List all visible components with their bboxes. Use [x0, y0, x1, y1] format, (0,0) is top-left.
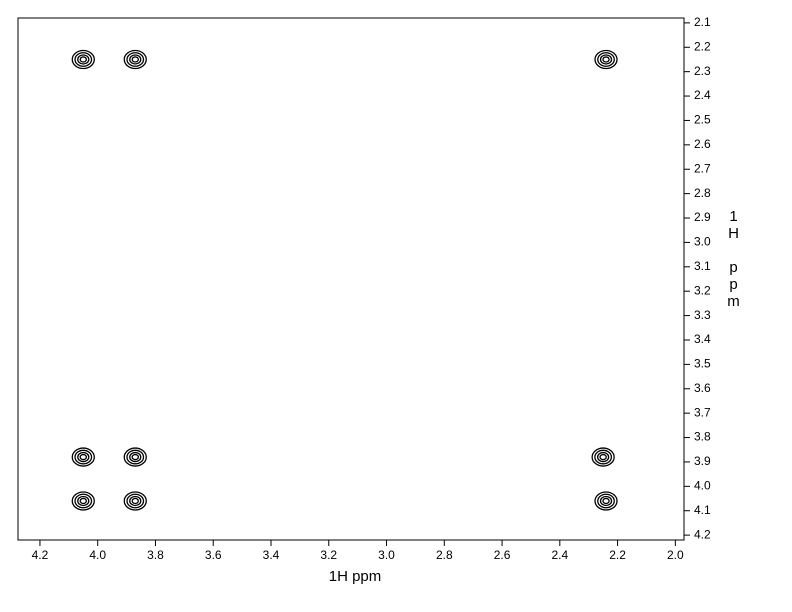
contour: [597, 52, 615, 67]
y-tick-label: 3.1: [694, 259, 711, 273]
y-tick-label: 3.9: [694, 454, 711, 468]
contour: [131, 56, 139, 63]
y-tick-label: 2.1: [694, 15, 711, 29]
y-tick-label: 3.7: [694, 405, 711, 419]
contour: [77, 495, 90, 507]
contour: [594, 491, 618, 511]
contour: [596, 451, 610, 463]
x-tick-label: 3.8: [147, 548, 164, 562]
contour: [597, 493, 615, 509]
y-tick-label: 3.2: [694, 283, 711, 297]
x-tick-label: 4.0: [89, 548, 106, 562]
y-tick-label: 2.9: [694, 210, 711, 224]
contour: [79, 56, 88, 63]
y-axis-label: 1H ppm: [725, 208, 742, 310]
y-tick-label: 2.4: [694, 88, 711, 102]
x-tick-label: 3.2: [320, 548, 337, 562]
y-tick-label: 4.2: [694, 527, 711, 541]
contour: [123, 49, 147, 70]
cross-peak: [71, 447, 95, 467]
x-tick-label: 4.2: [32, 548, 49, 562]
contour: [77, 54, 90, 65]
contour: [602, 56, 610, 63]
y-tick-label: 2.5: [694, 113, 711, 127]
contour: [126, 52, 145, 67]
contour: [599, 495, 613, 507]
contour: [591, 447, 615, 467]
y-tick-label: 3.5: [694, 357, 711, 371]
x-tick-label: 3.4: [263, 548, 280, 562]
y-tick-label: 3.0: [694, 235, 711, 249]
contour: [77, 451, 90, 463]
x-tick-label: 2.4: [551, 548, 568, 562]
contour: [71, 491, 95, 511]
cross-peak: [71, 49, 95, 70]
cross-peak: [594, 491, 618, 511]
y-tick-label: 3.8: [694, 430, 711, 444]
x-tick-label: 2.2: [609, 548, 626, 562]
x-axis-label: 1H ppm: [329, 568, 382, 585]
contour: [602, 497, 610, 505]
y-tick-label: 4.1: [694, 503, 711, 517]
contour: [599, 453, 607, 461]
contour: [129, 54, 142, 65]
contour: [79, 497, 88, 505]
x-tick-label: 2.6: [494, 548, 511, 562]
x-tick-label: 2.0: [667, 548, 684, 562]
contour: [123, 491, 147, 511]
cross-peak: [591, 447, 615, 467]
y-tick-label: 3.3: [694, 308, 711, 322]
cross-peak: [594, 49, 618, 70]
y-tick-label: 2.2: [694, 39, 711, 53]
x-tick-label: 3.6: [205, 548, 222, 562]
contour: [71, 447, 95, 467]
contour: [594, 49, 618, 70]
cross-peak: [71, 491, 95, 511]
contour: [126, 493, 145, 509]
contour: [79, 453, 88, 461]
contour: [129, 495, 142, 507]
y-tick-label: 3.4: [694, 332, 711, 346]
y-tick-label: 2.6: [694, 137, 711, 151]
contour: [131, 497, 139, 505]
contour: [599, 54, 613, 65]
contour: [74, 449, 93, 465]
plot-frame: [17, 17, 685, 541]
y-tick-label: 2.8: [694, 186, 711, 200]
cross-peak: [123, 491, 147, 511]
y-tick-label: 2.7: [694, 161, 711, 175]
y-tick-label: 2.3: [694, 64, 711, 78]
cross-peak: [123, 49, 147, 70]
contour: [123, 447, 147, 467]
x-tick-label: 3.0: [378, 548, 395, 562]
contour: [129, 451, 142, 463]
contour: [131, 453, 139, 461]
contour: [71, 49, 95, 70]
y-tick-label: 4.0: [694, 479, 711, 493]
contour: [74, 52, 93, 67]
contour: [74, 493, 93, 509]
cross-peak: [123, 447, 147, 467]
contour: [594, 449, 613, 465]
y-tick-label: 3.6: [694, 381, 711, 395]
contour: [126, 449, 145, 465]
x-tick-label: 2.8: [436, 548, 453, 562]
